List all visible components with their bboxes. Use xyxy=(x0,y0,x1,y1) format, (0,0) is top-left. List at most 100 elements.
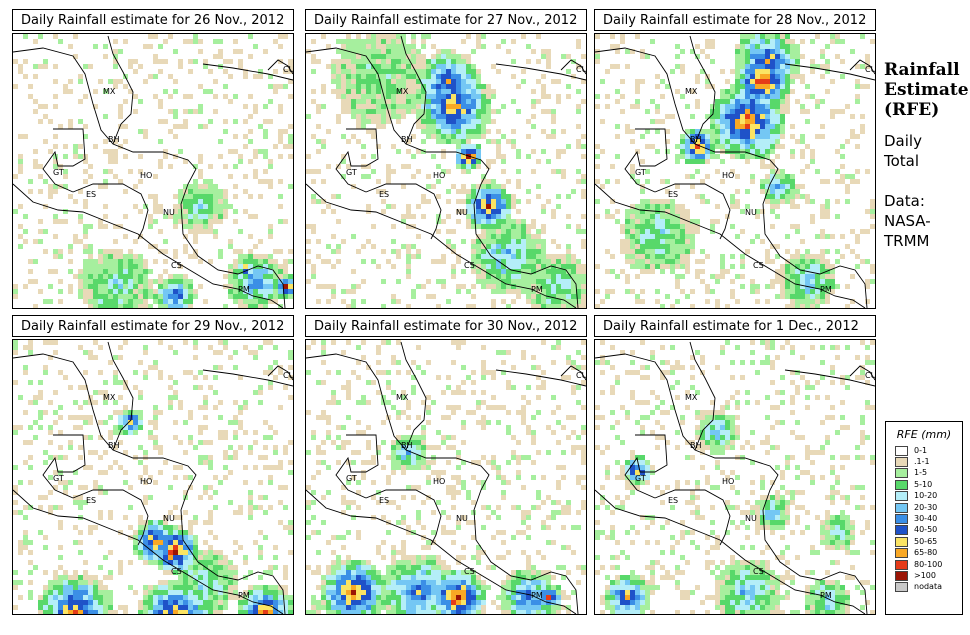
rain-cell xyxy=(461,154,466,159)
rain-cell xyxy=(466,104,471,109)
rain-cell xyxy=(790,184,795,189)
rain-cell xyxy=(615,89,620,94)
rain-cell xyxy=(496,239,501,244)
rain-cell xyxy=(93,355,98,360)
rain-cell xyxy=(288,610,293,614)
rain-cell xyxy=(406,89,411,94)
rain-cell xyxy=(351,79,356,84)
rain-cell xyxy=(253,505,258,510)
rain-cell xyxy=(566,54,571,59)
rain-cell xyxy=(740,284,745,289)
rain-cell xyxy=(326,204,331,209)
rain-cell xyxy=(306,410,311,415)
rain-cell xyxy=(48,425,53,430)
rain-cell xyxy=(278,109,283,114)
rain-cell xyxy=(486,254,491,259)
rain-cell xyxy=(361,355,366,360)
rain-cell xyxy=(113,284,118,289)
rain-cell xyxy=(581,79,586,84)
rain-cell xyxy=(263,129,268,134)
rain-cell xyxy=(451,229,456,234)
rain-cell xyxy=(183,159,188,164)
rain-cell xyxy=(218,400,223,405)
rain-cell xyxy=(466,199,471,204)
rain-cell xyxy=(850,179,855,184)
rain-cell xyxy=(253,279,258,284)
rain-cell xyxy=(576,385,581,390)
rain-cell xyxy=(456,284,461,289)
rain-cell xyxy=(770,164,775,169)
rain-cell xyxy=(331,74,336,79)
rain-cell xyxy=(148,430,153,435)
country-label: BH xyxy=(108,135,120,144)
rain-cell xyxy=(660,224,665,229)
rain-cell xyxy=(356,74,361,79)
rain-cell xyxy=(426,460,431,465)
rain-cell xyxy=(760,209,765,214)
rain-cell xyxy=(153,480,158,485)
rain-cell xyxy=(491,264,496,269)
rain-cell xyxy=(336,79,341,84)
rain-cell xyxy=(870,204,875,209)
rain-cell xyxy=(690,249,695,254)
rain-cell xyxy=(371,114,376,119)
rain-cell xyxy=(491,254,496,259)
rain-cell xyxy=(810,284,815,289)
rain-cell xyxy=(173,304,178,308)
rain-cell xyxy=(98,274,103,279)
rain-cell xyxy=(208,209,213,214)
rain-cell xyxy=(740,149,745,154)
rain-cell xyxy=(351,114,356,119)
rain-cell xyxy=(830,284,835,289)
rain-cell xyxy=(13,284,18,289)
rain-cell xyxy=(311,179,316,184)
rain-cell xyxy=(118,430,123,435)
rain-cell xyxy=(785,89,790,94)
rain-cell xyxy=(98,595,103,600)
rain-cell xyxy=(346,69,351,74)
rain-cell xyxy=(258,239,263,244)
rain-cell xyxy=(193,239,198,244)
rain-cell xyxy=(13,605,18,610)
rain-cell xyxy=(218,154,223,159)
rain-cell xyxy=(446,214,451,219)
rain-cell xyxy=(381,89,386,94)
rain-cell xyxy=(316,284,321,289)
rain-cell xyxy=(326,64,331,69)
panel-title: Daily Rainfall estimate for 26 Nov., 201… xyxy=(12,9,294,31)
rain-cell xyxy=(28,570,33,575)
rain-cell xyxy=(173,570,178,575)
rain-cell xyxy=(158,204,163,209)
rain-cell xyxy=(173,274,178,279)
rain-cell xyxy=(471,184,476,189)
rain-cell xyxy=(168,610,173,614)
rain-cell xyxy=(13,350,18,355)
rain-cell xyxy=(103,600,108,605)
rain-cell xyxy=(278,154,283,159)
rain-cell xyxy=(53,350,58,355)
rain-cell xyxy=(810,299,815,304)
rain-cell xyxy=(486,229,491,234)
rain-cell xyxy=(63,219,68,224)
rain-cell xyxy=(356,109,361,114)
rain-cell xyxy=(775,64,780,69)
rain-cell xyxy=(476,94,481,99)
rain-cell xyxy=(213,575,218,580)
rain-cell xyxy=(790,174,795,179)
rain-cell xyxy=(466,149,471,154)
rain-cell xyxy=(188,294,193,299)
rain-cell xyxy=(690,184,695,189)
rain-cell xyxy=(825,294,830,299)
rain-cell xyxy=(183,605,188,610)
rain-cell xyxy=(556,254,561,259)
rain-cell xyxy=(825,284,830,289)
rain-cell xyxy=(183,204,188,209)
rain-cell xyxy=(238,249,243,254)
rain-cell xyxy=(148,590,153,595)
rain-cell xyxy=(168,565,173,570)
rain-cell xyxy=(825,89,830,94)
rain-cell xyxy=(745,54,750,59)
rain-cell xyxy=(775,134,780,139)
rain-cell xyxy=(471,244,476,249)
rain-cell xyxy=(278,179,283,184)
